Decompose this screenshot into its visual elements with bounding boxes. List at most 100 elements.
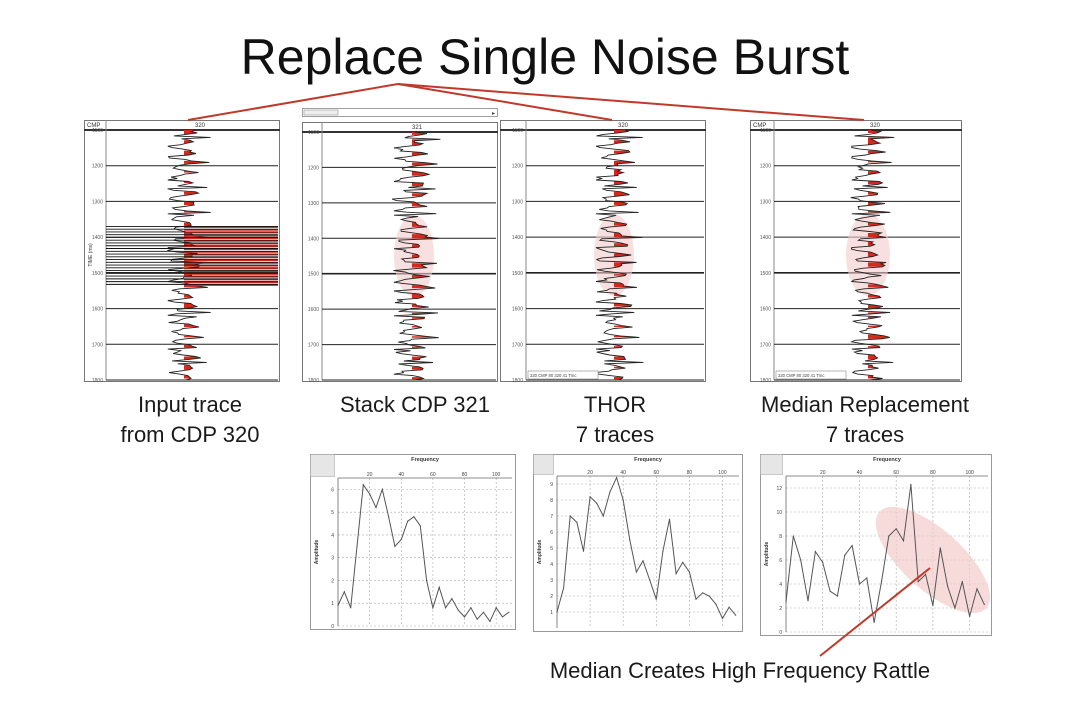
trace-positive-fill (614, 150, 630, 154)
trace-time-tick-label: 1200 (760, 164, 771, 170)
spectrum-point (947, 585, 949, 587)
spectrum-x-tick-label: 80 (687, 470, 693, 476)
spectrum-point (807, 600, 809, 602)
trace-scrollbar-thumb (303, 109, 339, 116)
trace-footer-box (527, 370, 599, 380)
spectrum-point (413, 516, 415, 518)
trace-time-tick-label: 1700 (308, 343, 319, 349)
spectrum-frame (310, 454, 516, 630)
spectrum-x-tick-label: 100 (965, 470, 974, 476)
spectrum-series-line (337, 483, 510, 623)
spectrum-point (728, 606, 730, 608)
spectrum-point (792, 535, 794, 537)
noise-burst-spike (184, 267, 278, 270)
spectrum-x-tick-label: 80 (930, 470, 936, 476)
spectrum-point (596, 502, 598, 504)
trace-header-left: CMP (753, 123, 766, 129)
trace-panel-input: CMP 320 1100 1200 1300 1400 1500 1600 1700 1800 TI… (84, 120, 280, 382)
spectrum-y-axis-label: Amplitude (764, 542, 770, 567)
trace-positive-fill (614, 377, 623, 380)
spectrum-point (576, 521, 578, 523)
spectrum-y-tick-label: 6 (779, 558, 782, 564)
spectrum-y-tick-label: 5 (331, 510, 334, 516)
spectrum-point (457, 609, 459, 611)
spectrum-x-tick-label: 100 (492, 472, 501, 478)
trace-positive-fill (868, 222, 885, 226)
spectrum-point (800, 559, 802, 561)
spectrum-point (902, 540, 905, 542)
trace-positive-fill (184, 191, 199, 195)
spectrum-point (337, 604, 339, 607)
spectrum-y-tick-label: 4 (550, 562, 553, 568)
spectrum-point (715, 603, 717, 605)
noise-burst-spike (184, 242, 278, 245)
spectrum-point (444, 607, 447, 609)
spectrum-point (388, 516, 390, 518)
spectrum-point (924, 573, 927, 575)
spectrum-title: Frequency (634, 457, 663, 463)
spectrum-point (844, 554, 846, 556)
trace-time-tick-label: 1300 (760, 199, 771, 205)
trace-positive-fill (868, 181, 883, 185)
noise-burst-spike (184, 276, 278, 278)
spectrum-point (702, 592, 704, 594)
spectrum-point (356, 545, 358, 547)
trace-positive-fill (184, 160, 210, 164)
spectrum-point (438, 586, 440, 588)
spectrum-x-tick-label: 40 (857, 470, 863, 476)
scroll-arrow-icon: ▸ (492, 111, 495, 117)
trace-time-tick-label: 1800 (760, 378, 771, 382)
trace-time-tick-label: 1300 (308, 201, 319, 207)
spectrum-point (888, 535, 890, 537)
spectrum-point (983, 603, 985, 605)
spectrum-point (482, 611, 485, 613)
trace-positive-fill (412, 139, 441, 146)
trace-time-tick-label: 1200 (512, 164, 523, 170)
trace-time-tick-label: 1100 (308, 130, 319, 136)
noise-burst-spike (184, 259, 278, 262)
trace-positive-fill (614, 253, 632, 257)
trace-positive-fill (868, 346, 880, 348)
trace-positive-fill (412, 254, 420, 258)
spectrum-point (873, 621, 875, 623)
noise-burst-spike (184, 256, 278, 259)
spectrum-point (629, 539, 631, 541)
trace-panel-stack: 321 1100 1200 1300 1400 1500 1600 1700 1800 ▸ (302, 108, 498, 382)
spectrum-point (917, 581, 919, 583)
noise-burst-spike (184, 265, 278, 267)
trace-header-cdp: 321 (412, 125, 423, 131)
trace-positive-fill (614, 232, 643, 238)
noise-burst-spike (184, 281, 278, 284)
trace-time-tick-label: 1400 (92, 235, 103, 241)
title-pointer-line (187, 83, 399, 121)
spectrum-panel-median: Frequency 20 40 60 80 100 0 2 4 6 8 10 12 Amplitude (760, 454, 992, 636)
caption-input-line-1: Input trace (138, 392, 242, 417)
trace-time-tick-label: 1100 (512, 128, 523, 134)
trace-positive-fill (614, 130, 629, 133)
spectrum-title: Frequency (873, 457, 902, 463)
spectrum-x-tick-label: 60 (430, 472, 436, 478)
caption-stack-line-1: Stack CDP 321 (339, 392, 490, 417)
spectrum-point (866, 577, 868, 579)
spectrum-point (829, 590, 831, 592)
trace-footer-box (775, 370, 847, 380)
trace-panel-median: CMP 320 1100 1200 1300 1400 1500 1600 1700 1800 32… (750, 120, 962, 382)
spectrum-y-axis-label: Amplitude (537, 540, 543, 565)
annotation-pointer-line (819, 567, 931, 657)
trace-wiggle-line (594, 129, 644, 381)
spectrum-point (785, 601, 787, 603)
spectrum-point (880, 581, 883, 583)
trace-positive-fill (412, 317, 425, 319)
spectrum-y-tick-label: 4 (779, 582, 782, 588)
spectrum-point (721, 617, 724, 619)
trace-panel-thor: 320 1100 1200 1300 1400 1500 1600 1700 1800 320 C… (500, 120, 706, 382)
spectrum-point (343, 591, 345, 593)
spectrum-point (668, 518, 671, 520)
spectrum-y-tick-label: 6 (550, 530, 553, 536)
trace-positive-fill (614, 303, 632, 307)
noise-burst-spike (184, 251, 278, 253)
trace-time-tick-label: 1100 (760, 128, 771, 134)
trace-positive-fill (184, 222, 192, 226)
spectrum-point (407, 520, 409, 522)
